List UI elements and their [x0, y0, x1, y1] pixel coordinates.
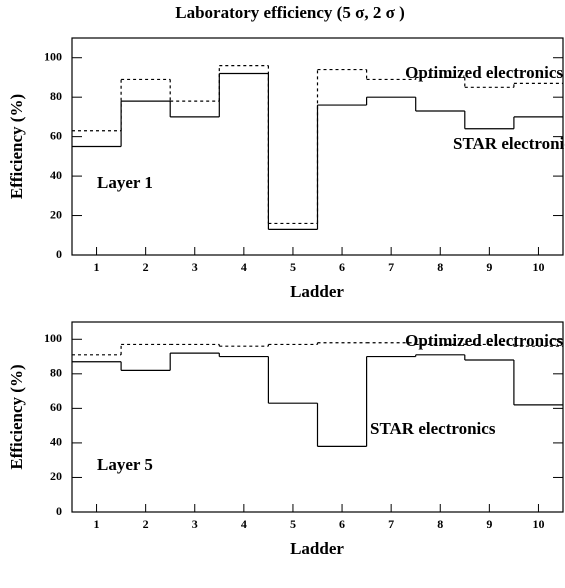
y-axis-label: Efficiency (%): [7, 94, 26, 199]
x-tick-label: 6: [339, 260, 345, 274]
y-axis-label: Efficiency (%): [7, 364, 26, 469]
x-tick-label: 9: [486, 260, 492, 274]
y-tick-label: 80: [50, 366, 62, 380]
x-tick-label: 2: [143, 517, 149, 531]
series-label: STAR electronics: [370, 419, 496, 438]
x-tick-label: 7: [388, 260, 394, 274]
x-tick-label: 4: [241, 517, 247, 531]
x-tick-label: 4: [241, 260, 247, 274]
annotation: Layer 1: [97, 173, 153, 192]
x-axis-label: Ladder: [290, 282, 344, 301]
y-tick-label: 40: [50, 168, 62, 182]
x-tick-label: 10: [532, 517, 544, 531]
x-tick-label: 5: [290, 517, 296, 531]
x-tick-label: 1: [94, 517, 100, 531]
x-tick-label: 3: [192, 517, 198, 531]
y-tick-label: 80: [50, 89, 62, 103]
y-tick-label: 0: [56, 247, 62, 261]
annotation: Layer 5: [97, 455, 153, 474]
y-tick-label: 60: [50, 128, 62, 142]
y-tick-label: 60: [50, 400, 62, 414]
x-tick-label: 9: [486, 517, 492, 531]
x-tick-label: 2: [143, 260, 149, 274]
series-label: Optimized electronics: [405, 63, 563, 82]
x-tick-label: 8: [437, 260, 443, 274]
x-tick-label: 6: [339, 517, 345, 531]
x-axis-label: Ladder: [290, 539, 344, 558]
y-tick-label: 40: [50, 435, 62, 449]
series-label: STAR electronics: [453, 134, 565, 153]
chart-title: Laboratory efficiency (5 σ, 2 σ ): [175, 3, 405, 22]
y-tick-label: 100: [44, 49, 62, 63]
y-tick-label: 20: [50, 207, 62, 221]
series-label: Optimized electronics: [405, 331, 563, 350]
x-tick-label: 7: [388, 517, 394, 531]
y-tick-label: 0: [56, 504, 62, 518]
x-tick-label: 3: [192, 260, 198, 274]
y-tick-label: 20: [50, 469, 62, 483]
x-tick-label: 5: [290, 260, 296, 274]
y-tick-label: 100: [44, 331, 62, 345]
x-tick-label: 1: [94, 260, 100, 274]
plot-frame: [71, 321, 564, 513]
x-tick-label: 10: [532, 260, 544, 274]
x-tick-label: 8: [437, 517, 443, 531]
